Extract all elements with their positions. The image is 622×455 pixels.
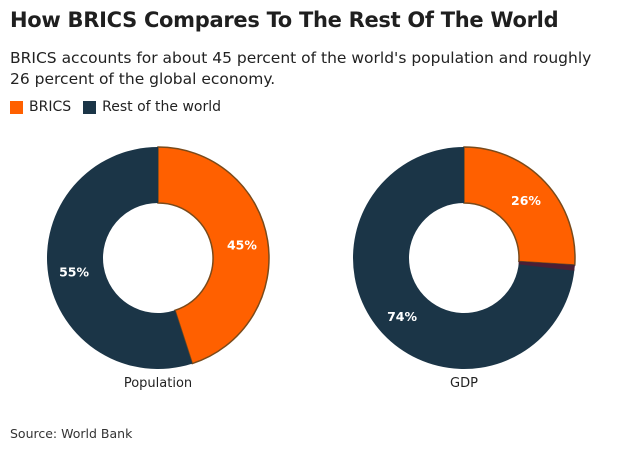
gdp-value-label-rest: 74% — [387, 309, 417, 324]
legend-swatch-brics — [10, 100, 23, 114]
gdp-chart-label: GDP — [450, 376, 478, 391]
legend-item-rest: Rest of the world — [83, 99, 221, 115]
population-chart-label: Population — [124, 376, 192, 391]
legend-label-brics: BRICS — [29, 99, 72, 115]
population-value-label-brics: 45% — [227, 238, 257, 253]
chart-title: How BRICS Compares To The Rest Of The Wo… — [10, 8, 559, 32]
source-note: Source: World Bank — [10, 426, 133, 441]
population-value-label-rest: 55% — [59, 264, 89, 279]
population-slice-rest — [46, 147, 193, 369]
legend: BRICS Rest of the world — [10, 99, 233, 115]
gdp-slice-brics — [463, 146, 576, 266]
chart-subtitle: BRICS accounts for about 45 percent of t… — [10, 49, 592, 88]
gdp-value-label-brics: 26% — [511, 193, 541, 208]
population-slice-brics — [157, 146, 270, 365]
gdp-slice-divider — [518, 261, 575, 271]
legend-swatch-rest — [83, 100, 97, 114]
gdp-slice-rest — [352, 147, 575, 370]
legend-label-rest: Rest of the world — [102, 99, 221, 115]
legend-item-brics: BRICS — [10, 99, 71, 115]
